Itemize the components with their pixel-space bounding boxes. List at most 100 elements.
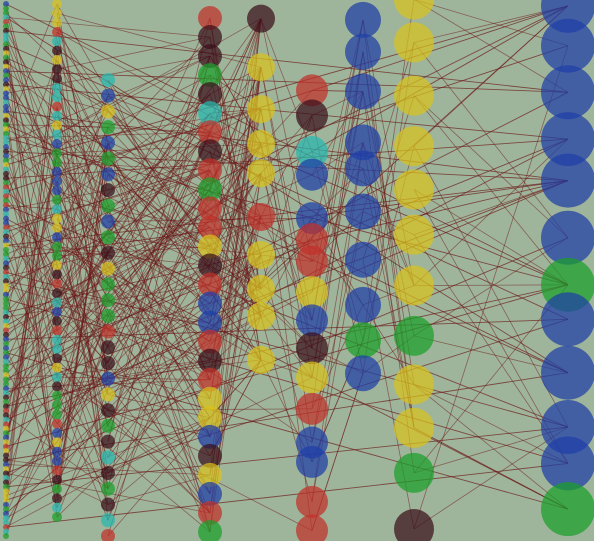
graph-node — [101, 418, 115, 433]
graph-node — [394, 214, 434, 255]
graph-node — [3, 354, 9, 361]
graph-node — [345, 73, 381, 110]
graph-node — [3, 144, 9, 151]
graph-node — [3, 54, 9, 61]
graph-edge — [413, 189, 569, 286]
graph-node — [3, 430, 9, 437]
graph-edge — [56, 255, 109, 364]
graph-node — [541, 210, 594, 265]
graph-node — [101, 450, 115, 465]
graph-node — [52, 157, 62, 168]
graph-edge — [107, 174, 211, 361]
graph-node — [394, 126, 434, 167]
graph-node — [52, 176, 62, 187]
graph-node — [3, 184, 9, 191]
graph-node — [3, 452, 9, 459]
graph-node — [296, 361, 328, 394]
graph-node — [3, 273, 9, 280]
graph-node — [394, 22, 434, 63]
graph-node — [296, 304, 328, 337]
graph-node — [3, 215, 9, 222]
graph-node — [3, 313, 9, 320]
graph-node — [3, 117, 9, 124]
graph-edge — [56, 143, 262, 350]
graph-node — [198, 234, 222, 259]
graph-node — [3, 41, 9, 48]
graph-edge — [5, 5, 569, 514]
graph-node — [52, 418, 62, 429]
graph-edge — [5, 155, 58, 303]
graph-node — [3, 470, 9, 477]
graph-node — [3, 322, 9, 329]
graph-node — [3, 9, 9, 16]
graph-node — [296, 136, 328, 169]
graph-edge — [362, 51, 415, 428]
graph-node — [345, 286, 381, 323]
node-group — [3, 0, 594, 541]
graph-node — [101, 104, 115, 119]
graph-edge — [5, 138, 569, 367]
graph-node — [3, 179, 9, 186]
graph-node — [198, 520, 222, 541]
graph-node — [296, 245, 328, 278]
graph-node — [52, 36, 62, 47]
graph-node — [101, 340, 115, 355]
graph-node — [3, 14, 9, 21]
graph-edge — [56, 190, 109, 301]
graph-node — [52, 316, 62, 327]
graph-node — [3, 331, 9, 338]
graph-node — [3, 434, 9, 441]
graph-node — [101, 245, 115, 260]
graph-node — [394, 265, 434, 306]
graph-node — [3, 5, 9, 12]
graph-node — [3, 94, 9, 101]
graph-edge — [5, 91, 569, 380]
graph-node — [3, 32, 9, 39]
graph-edge — [5, 463, 569, 528]
graph-node — [52, 204, 62, 215]
graph-node — [52, 288, 62, 299]
graph-node — [3, 242, 9, 249]
graph-node — [3, 479, 9, 486]
graph-edge — [5, 153, 58, 425]
graph-edge — [56, 302, 211, 381]
graph-edge — [56, 181, 211, 438]
graph-node — [3, 340, 9, 347]
graph-edge — [5, 31, 58, 492]
graph-edge — [5, 112, 211, 313]
graph-node — [3, 519, 9, 526]
graph-node — [541, 18, 594, 73]
graph-node — [101, 434, 115, 449]
graph-node — [52, 185, 62, 196]
graph-node — [198, 329, 222, 354]
graph-node — [52, 502, 62, 513]
graph-edge — [56, 3, 109, 285]
graph-node — [52, 409, 62, 420]
graph-edge — [5, 284, 569, 407]
graph-edge — [311, 142, 364, 443]
graph-node — [3, 148, 9, 155]
graph-node — [52, 400, 62, 411]
edge-group — [5, 0, 569, 537]
graph-node — [3, 385, 9, 392]
graph-node — [3, 358, 9, 365]
graph-edge — [56, 264, 109, 364]
graph-node — [3, 135, 9, 142]
graph-node — [101, 466, 115, 481]
graph-edge — [5, 265, 58, 438]
graph-node — [3, 85, 9, 92]
graph-edge — [5, 298, 569, 464]
graph-edge — [56, 227, 211, 400]
graph-node — [3, 18, 9, 25]
graph-node — [3, 130, 9, 137]
graph-edge — [5, 271, 569, 428]
graph-node — [3, 72, 9, 79]
graph-node — [198, 158, 222, 183]
graph-edge — [5, 70, 569, 93]
graph-node — [52, 484, 62, 495]
graph-node — [3, 465, 9, 472]
graph-edge — [56, 127, 109, 238]
graph-node — [3, 90, 9, 97]
graph-node — [3, 318, 9, 325]
